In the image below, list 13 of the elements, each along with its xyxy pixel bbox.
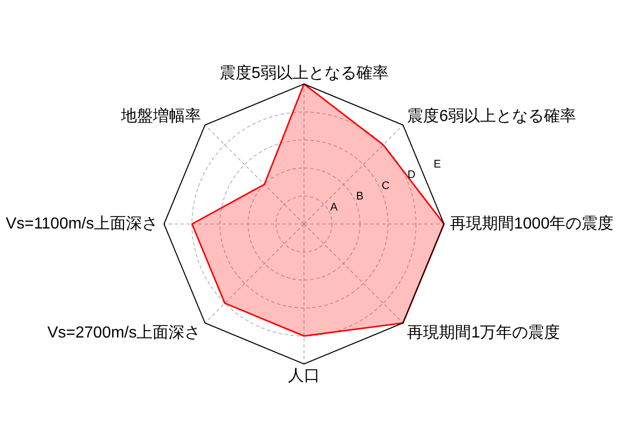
spoke-label: Vs=2700m/s上面深さ [47,324,201,342]
y-tick-label: D [408,169,416,182]
y-tick-label: B [356,190,364,203]
y-tick-label: C [382,180,390,192]
spoke-label: Vs=1100m/s上面深さ [6,214,158,232]
spoke-label: 再現期間1000年の震度 [450,214,614,232]
spoke-label: 地盤増幅率 [120,106,201,125]
spoke-label: 震度5弱以上となる確率 [220,64,388,82]
spoke-label: 再現期間1万年の震度 [407,324,560,342]
spoke-label: 震度6弱以上となる確率 [407,106,576,125]
y-tick-label: A [330,201,338,214]
spoke-label: 人口 [288,367,320,384]
y-tick-label: E [434,158,442,170]
